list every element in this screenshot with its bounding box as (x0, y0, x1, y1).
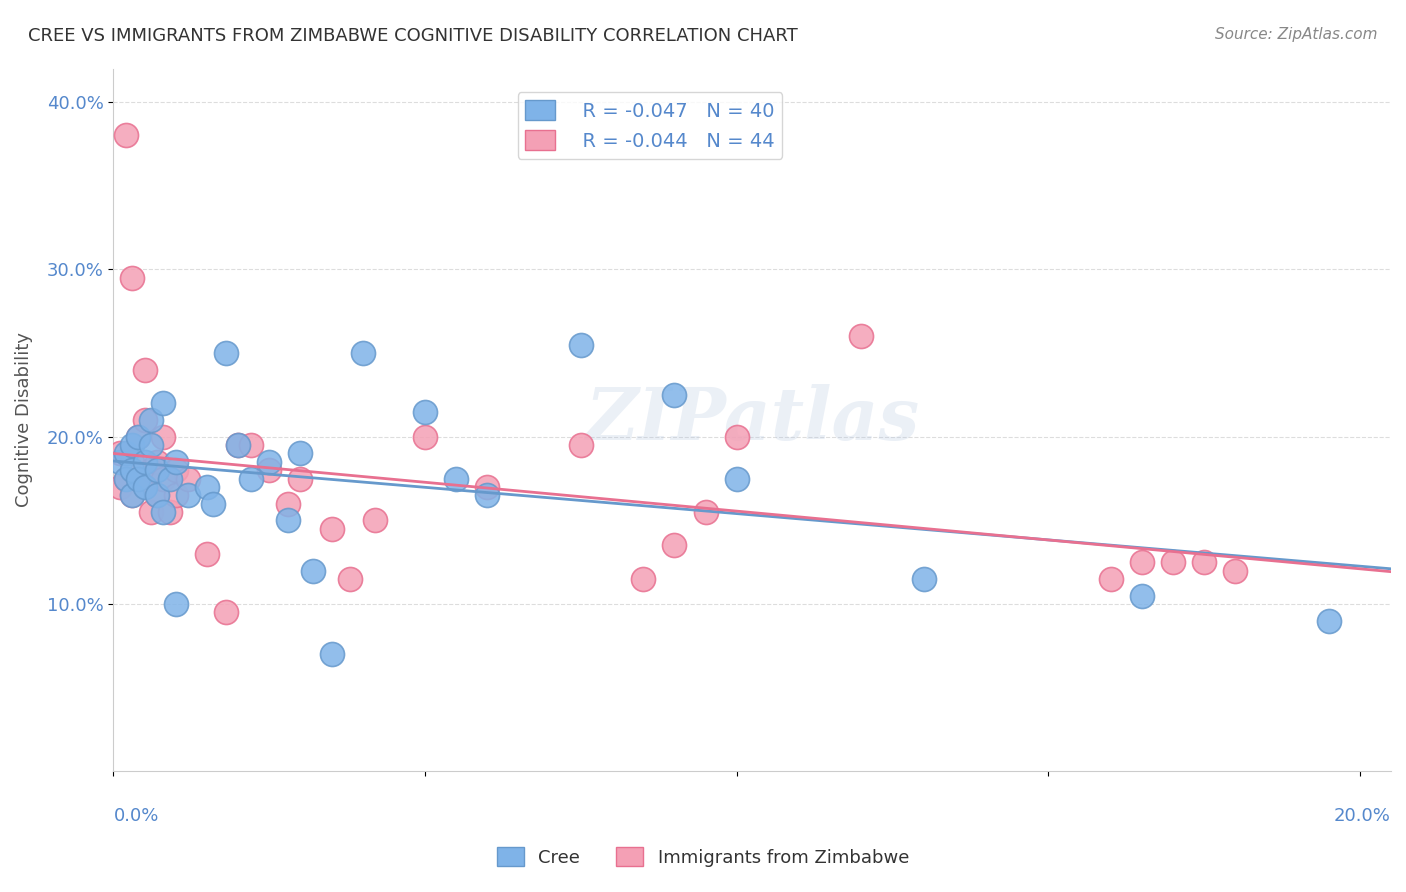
Point (121, 455, 143, 469)
Point (134, 363, 156, 377)
Point (127, 430, 149, 444)
Point (214, 606, 236, 620)
Point (134, 455, 156, 469)
Point (139, 413, 162, 427)
Point (159, 505, 181, 519)
Point (121, 438, 143, 452)
Point (631, 572, 654, 586)
Point (259, 463, 281, 477)
Point (695, 505, 717, 519)
Point (202, 497, 225, 511)
Point (165, 463, 187, 477)
Point (165, 597, 187, 611)
Point (152, 396, 174, 410)
Point (664, 388, 686, 402)
Point (127, 471, 149, 485)
Point (477, 488, 499, 502)
Point (1317, 614, 1340, 628)
Point (1099, 572, 1122, 586)
Point (195, 547, 218, 561)
Point (139, 438, 162, 452)
Point (134, 480, 156, 494)
Text: ZIPatlas: ZIPatlas (585, 384, 920, 456)
Point (321, 522, 343, 536)
Point (664, 539, 686, 553)
Point (115, 446, 138, 460)
Text: Source: ZipAtlas.com: Source: ZipAtlas.com (1215, 27, 1378, 42)
Legend:   R = -0.047   N = 40,   R = -0.044   N = 44: R = -0.047 N = 40, R = -0.044 N = 44 (517, 92, 783, 159)
Point (352, 346, 374, 360)
Y-axis label: Cognitive Disability: Cognitive Disability (15, 333, 32, 508)
Point (146, 455, 169, 469)
Point (1192, 555, 1215, 569)
Point (413, 404, 436, 418)
Point (912, 572, 935, 586)
Point (851, 329, 873, 343)
Text: CREE VS IMMIGRANTS FROM ZIMBABWE COGNITIVE DISABILITY CORRELATION CHART: CREE VS IMMIGRANTS FROM ZIMBABWE COGNITI… (28, 27, 797, 45)
Point (321, 647, 343, 661)
Text: 0.0%: 0.0% (114, 806, 159, 824)
Point (339, 572, 361, 586)
Point (725, 471, 748, 485)
Point (165, 488, 187, 502)
Point (259, 455, 281, 469)
Point (115, 471, 138, 485)
Point (115, 128, 138, 143)
Point (108, 455, 131, 469)
Point (177, 471, 200, 485)
Point (108, 446, 131, 460)
Point (121, 463, 143, 477)
Text: 20.0%: 20.0% (1334, 806, 1391, 824)
Point (239, 438, 262, 452)
Point (226, 438, 249, 452)
Point (115, 471, 138, 485)
Point (159, 471, 181, 485)
Point (177, 488, 200, 502)
Point (226, 438, 249, 452)
Point (477, 480, 499, 494)
Point (139, 463, 162, 477)
Point (121, 270, 143, 285)
Point (121, 488, 143, 502)
Point (127, 430, 149, 444)
Point (1225, 564, 1247, 578)
Legend: Cree, Immigrants from Zimbabwe: Cree, Immigrants from Zimbabwe (489, 840, 917, 874)
Point (725, 430, 748, 444)
Point (146, 488, 169, 502)
Point (569, 337, 592, 351)
Point (146, 463, 169, 477)
Point (146, 488, 169, 502)
Point (277, 497, 299, 511)
Point (277, 513, 299, 527)
Point (1130, 589, 1153, 603)
Point (1161, 555, 1184, 569)
Point (569, 438, 592, 452)
Point (121, 488, 143, 502)
Point (1130, 555, 1153, 569)
Point (413, 430, 436, 444)
Point (302, 564, 325, 578)
Point (152, 471, 174, 485)
Point (134, 413, 156, 427)
Point (290, 471, 312, 485)
Point (214, 346, 236, 360)
Point (127, 471, 149, 485)
Point (152, 505, 174, 519)
Point (364, 513, 387, 527)
Point (108, 480, 131, 494)
Point (152, 430, 174, 444)
Point (290, 446, 312, 460)
Point (139, 505, 162, 519)
Point (165, 455, 187, 469)
Point (444, 471, 467, 485)
Point (239, 471, 262, 485)
Point (195, 480, 218, 494)
